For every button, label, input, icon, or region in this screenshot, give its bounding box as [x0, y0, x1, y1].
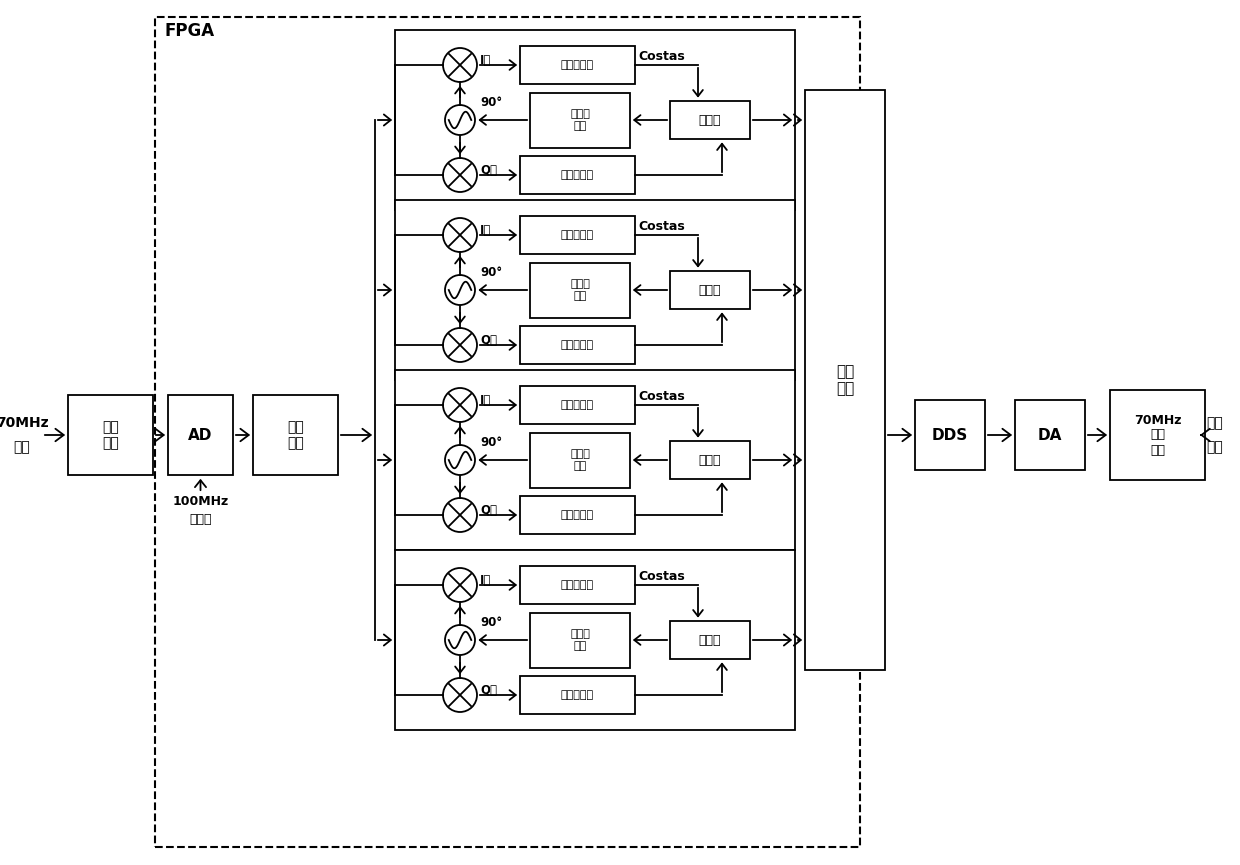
Text: 低通滤波器: 低通滤波器	[560, 580, 594, 590]
Text: 环路滤
波器: 环路滤 波器	[570, 629, 590, 650]
Bar	[68, 395, 153, 475]
Text: 低通滤波器: 低通滤波器	[560, 60, 594, 70]
Text: DA: DA	[1038, 427, 1063, 443]
Text: Q路: Q路	[480, 335, 497, 348]
Bar	[155, 17, 861, 847]
Text: 数字
增益: 数字 增益	[288, 420, 304, 450]
Text: 低通滤波器: 低通滤波器	[560, 510, 594, 520]
Bar	[167, 395, 233, 475]
Text: 100MHz: 100MHz	[172, 495, 228, 508]
Bar	[805, 90, 885, 670]
Text: 90°: 90°	[480, 616, 502, 629]
Circle shape	[445, 275, 475, 305]
Circle shape	[445, 105, 475, 135]
Bar	[396, 550, 795, 730]
Text: I路: I路	[480, 394, 491, 407]
Bar	[520, 676, 635, 714]
Circle shape	[443, 498, 477, 532]
Circle shape	[443, 678, 477, 712]
Bar	[529, 612, 630, 668]
Text: Q路: Q路	[480, 504, 497, 517]
Text: 90°: 90°	[480, 95, 502, 108]
Circle shape	[443, 388, 477, 422]
Circle shape	[443, 218, 477, 252]
Bar	[520, 326, 635, 364]
Text: 鉴相器: 鉴相器	[699, 453, 722, 466]
Bar	[520, 386, 635, 424]
Circle shape	[443, 158, 477, 192]
Text: 鉴相器: 鉴相器	[699, 113, 722, 126]
Text: 低通滤波器: 低通滤波器	[560, 400, 594, 410]
Text: 中频: 中频	[14, 440, 30, 454]
Bar	[520, 496, 635, 534]
Bar	[670, 271, 750, 309]
Text: 90°: 90°	[480, 266, 502, 279]
Text: 输出: 输出	[1207, 440, 1224, 454]
Circle shape	[443, 328, 477, 362]
Bar	[396, 30, 795, 210]
Text: 环路滤
波器: 环路滤 波器	[570, 109, 590, 131]
Text: Q路: Q路	[480, 684, 497, 697]
Text: Costas: Costas	[639, 50, 684, 63]
Bar	[670, 101, 750, 139]
Text: 90°: 90°	[480, 435, 502, 448]
Text: DDS: DDS	[932, 427, 968, 443]
Text: 环路滤
波器: 环路滤 波器	[570, 449, 590, 471]
Text: 采样率: 采样率	[190, 513, 212, 526]
Text: I路: I路	[480, 54, 491, 67]
Bar	[670, 621, 750, 659]
Text: 70MHz
带通
滤波: 70MHz 带通 滤波	[1133, 413, 1182, 457]
Text: 低通滤波器: 低通滤波器	[560, 340, 594, 350]
Circle shape	[445, 625, 475, 655]
Circle shape	[443, 568, 477, 602]
Text: 鉴相器: 鉴相器	[699, 633, 722, 646]
Bar	[396, 200, 795, 380]
Text: Q路: Q路	[480, 164, 497, 177]
Bar	[520, 566, 635, 604]
Bar	[253, 395, 339, 475]
Bar	[915, 400, 985, 470]
Text: I路: I路	[480, 574, 491, 587]
Bar	[670, 441, 750, 479]
Text: I路: I路	[480, 225, 491, 238]
Bar	[520, 46, 635, 84]
Bar	[529, 432, 630, 488]
Text: 环路滤
波器: 环路滤 波器	[570, 279, 590, 301]
Text: 低通滤波器: 低通滤波器	[560, 690, 594, 700]
Text: 模拟
增益: 模拟 增益	[102, 420, 119, 450]
Bar	[1016, 400, 1085, 470]
Text: Costas: Costas	[639, 390, 684, 403]
Text: 低通滤波器: 低通滤波器	[560, 230, 594, 240]
Bar	[1110, 390, 1205, 480]
Text: 低通滤波器: 低通滤波器	[560, 170, 594, 180]
Text: 跟踪: 跟踪	[1207, 416, 1224, 430]
Circle shape	[445, 445, 475, 475]
Text: AD: AD	[188, 427, 213, 443]
Text: 70MHz: 70MHz	[0, 416, 48, 430]
Circle shape	[443, 48, 477, 82]
Bar	[520, 216, 635, 254]
Bar	[520, 156, 635, 194]
Bar	[529, 262, 630, 317]
Text: Costas: Costas	[639, 571, 684, 584]
Bar	[396, 370, 795, 550]
Bar	[529, 93, 630, 148]
Text: FPGA: FPGA	[165, 22, 215, 40]
Text: 比较
判决: 比较 判决	[836, 364, 854, 396]
Text: Costas: Costas	[639, 221, 684, 234]
Text: 鉴相器: 鉴相器	[699, 284, 722, 297]
